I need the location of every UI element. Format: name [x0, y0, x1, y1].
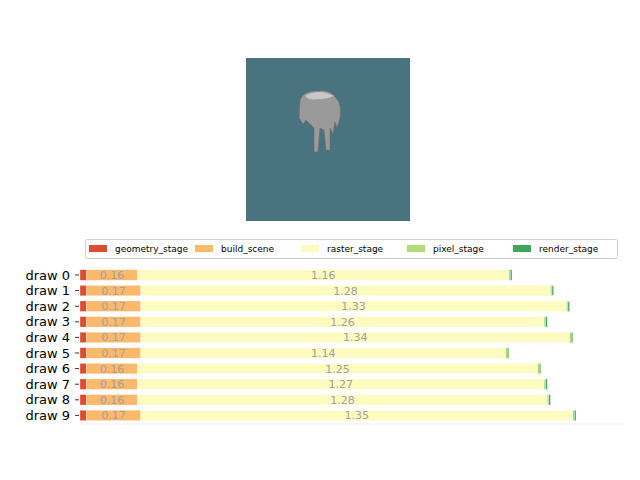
category-label: draw 6: [25, 361, 70, 376]
bar-segment: [571, 332, 573, 343]
y-tick: [75, 368, 79, 369]
bar-segment: [544, 379, 546, 390]
data-label: 0.17: [101, 409, 126, 422]
figure: geometry_stage build_scene raster_stage pix…: [0, 0, 640, 480]
bar-segment: [80, 348, 86, 359]
data-label: 1.14: [311, 347, 336, 360]
y-tick: [75, 337, 79, 338]
category-label: draw 3: [25, 314, 70, 329]
y-tick: [75, 306, 79, 307]
bar-segment: [510, 270, 512, 281]
legend-swatch: [195, 245, 213, 252]
category-label: draw 4: [25, 330, 70, 345]
bar-segment: [80, 395, 86, 406]
data-label: 0.17: [101, 300, 126, 313]
bar-segment: [80, 379, 86, 390]
bar-segment: [80, 363, 86, 374]
bar-segment: [80, 332, 86, 343]
bar-segment: [507, 348, 509, 359]
bar-segment: [568, 301, 570, 312]
data-label: 0.17: [101, 316, 126, 329]
data-label: 1.28: [333, 285, 358, 298]
bar-segment: [80, 270, 86, 281]
data-label: 0.16: [100, 269, 125, 282]
data-label: 1.25: [325, 363, 350, 376]
bar-segment: [549, 395, 551, 406]
category-label: draw 7: [25, 377, 70, 392]
bar-segment: [539, 363, 541, 374]
legend-frame: [86, 240, 618, 259]
data-label: 1.16: [311, 269, 336, 282]
legend-label: pixel_stage: [433, 244, 484, 254]
bar-segment: [546, 317, 548, 328]
legend-swatch: [407, 245, 425, 252]
bar-segment: [546, 379, 548, 390]
bar-segment: [552, 285, 554, 296]
bar-segment: [566, 301, 568, 312]
legend-label: build_scene: [221, 244, 275, 254]
render-background: [246, 58, 410, 221]
data-label: 0.17: [101, 331, 126, 344]
category-label: draw 0: [25, 268, 70, 283]
data-label: 0.17: [101, 285, 126, 298]
bar-segment: [538, 363, 540, 374]
bar-segment: [80, 410, 86, 421]
data-label: 1.33: [341, 300, 366, 313]
render-view: [246, 58, 410, 221]
bar-segment: [570, 332, 572, 343]
x-range-line: [80, 424, 624, 425]
render-highlight: [305, 92, 334, 100]
legend-label: render_stage: [539, 244, 599, 254]
bar-segment: [574, 410, 576, 421]
bar-segment: [506, 348, 508, 359]
legend: geometry_stage build_scene raster_stage pix…: [86, 240, 618, 259]
bar-segment: [547, 395, 549, 406]
data-labels: 0.16 1.16 0.17 1.28 0.17 1.33 0.17 1.26 0.17 1.34…: [100, 269, 369, 422]
legend-label: geometry_stage: [115, 244, 189, 254]
legend-swatch: [301, 245, 319, 252]
data-label: 1.27: [329, 378, 354, 391]
bars: [80, 270, 576, 421]
data-label: 0.16: [100, 363, 125, 376]
y-tick: [75, 321, 79, 322]
data-label: 1.26: [330, 316, 355, 329]
data-label: 1.35: [345, 409, 370, 422]
y-tick: [75, 399, 79, 400]
legend-label: raster_stage: [327, 244, 384, 254]
bar-segment: [573, 410, 575, 421]
category-label: draw 8: [25, 392, 70, 407]
y-tick: [75, 384, 79, 385]
bar-segment: [550, 285, 552, 296]
data-label: 1.34: [343, 331, 368, 344]
legend-swatch: [513, 245, 531, 252]
bar-segment: [544, 317, 546, 328]
y-tick: [75, 290, 79, 291]
category-label: draw 2: [25, 299, 70, 314]
data-label: 0.17: [101, 347, 126, 360]
bar-segment: [80, 285, 86, 296]
bar-segment: [80, 317, 86, 328]
category-label: draw 9: [25, 408, 70, 423]
render-model: [299, 91, 341, 152]
y-tick: [75, 275, 79, 276]
bar-segment: [509, 270, 511, 281]
category-label: draw 5: [25, 346, 70, 361]
y-tick: [75, 415, 79, 416]
bar-segment: [80, 301, 86, 312]
data-label: 0.16: [100, 394, 125, 407]
data-label: 0.16: [100, 378, 125, 391]
data-label: 1.28: [330, 394, 355, 407]
category-label: draw 1: [25, 283, 70, 298]
y-tick: [75, 353, 79, 354]
legend-swatch: [89, 245, 107, 252]
